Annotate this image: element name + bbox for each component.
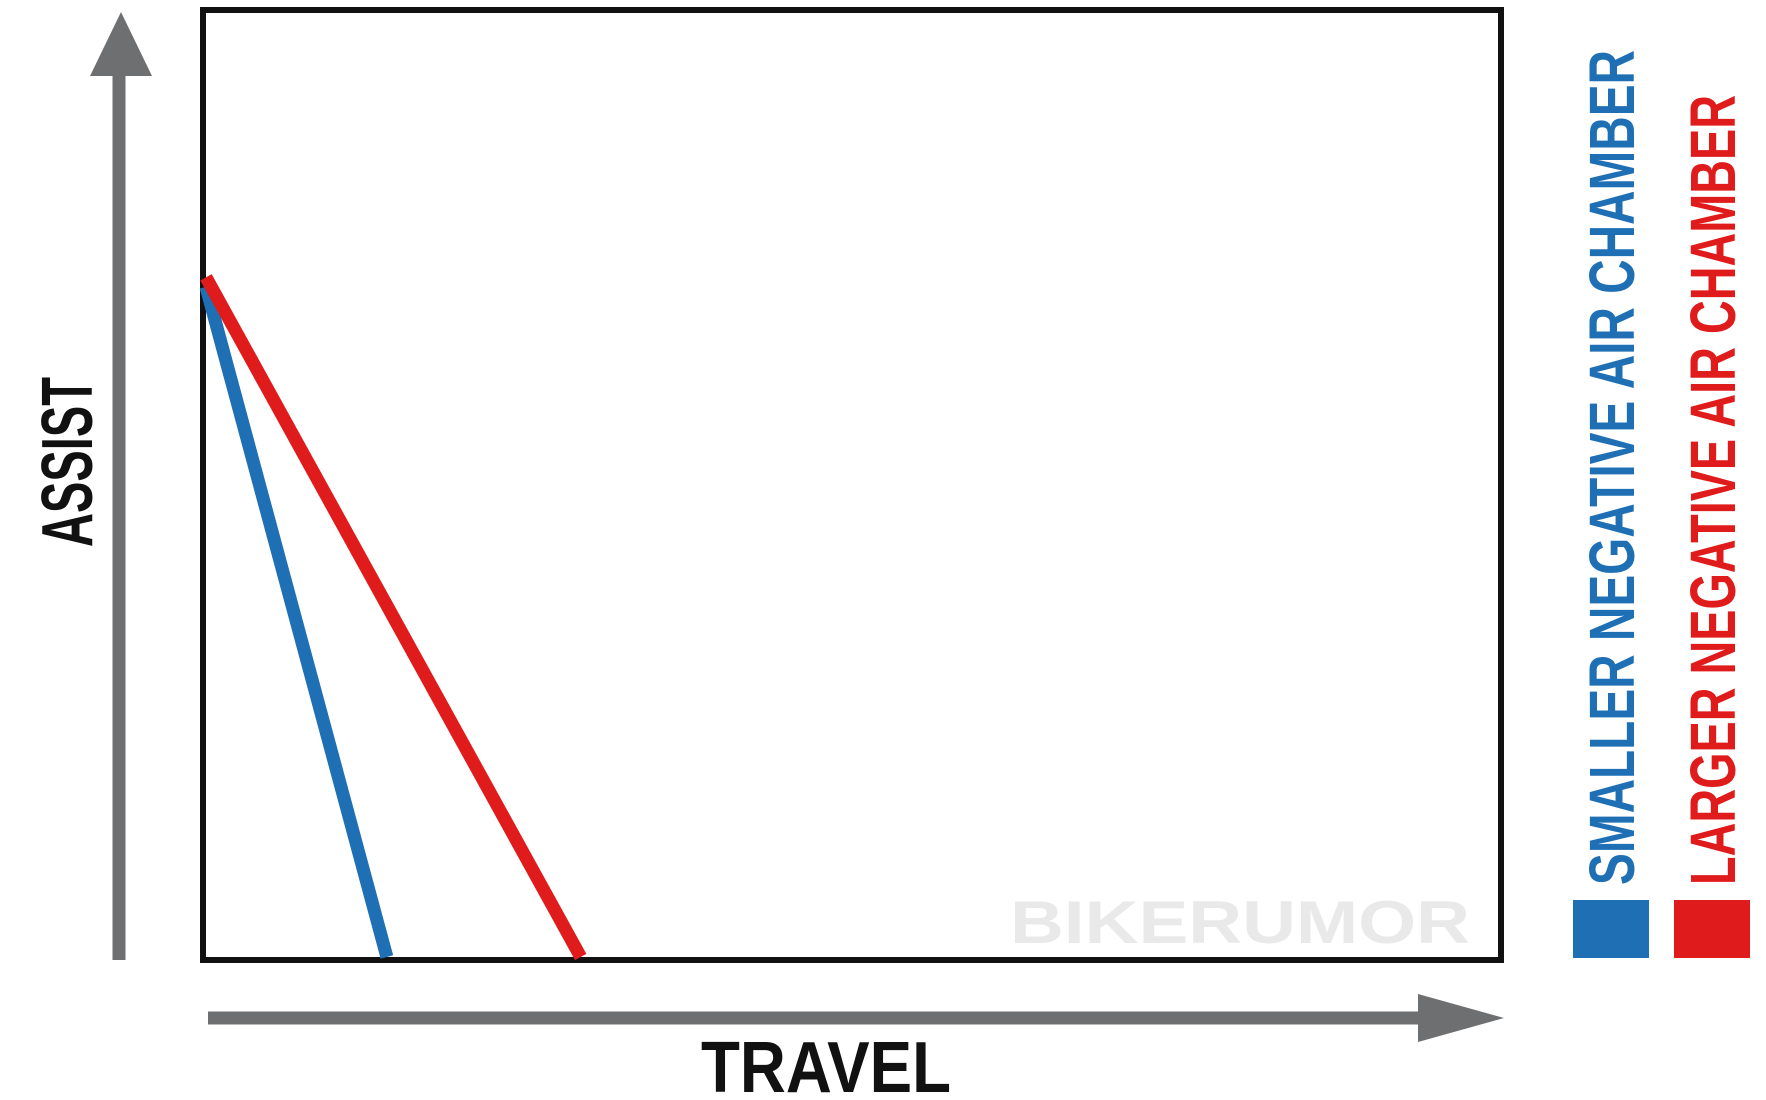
series-line-larger-chamber [200,274,587,961]
series-line-smaller-chamber [199,285,394,959]
x-axis-arrow [208,994,1504,1042]
x-axis-label: TRAVEL [701,1028,951,1100]
y-axis-arrow-head [90,12,152,76]
plot-frame [200,7,1504,963]
legend-swatch-smaller-chamber [1573,900,1649,958]
legend: SMALLER NEGATIVE AIR CHAMBER LARGER NEGAT… [1573,50,1750,958]
series-group [199,274,587,961]
x-axis-arrow-head [1418,994,1504,1042]
y-axis-arrow [90,12,152,960]
watermark: BIKERUMOR [1010,889,1470,956]
legend-label-larger-chamber: LARGER NEGATIVE AIR CHAMBER [1677,95,1749,885]
legend-swatch-larger-chamber [1674,900,1750,958]
y-axis-label: ASSIST [28,377,108,547]
legend-label-smaller-chamber: SMALLER NEGATIVE AIR CHAMBER [1576,50,1648,885]
